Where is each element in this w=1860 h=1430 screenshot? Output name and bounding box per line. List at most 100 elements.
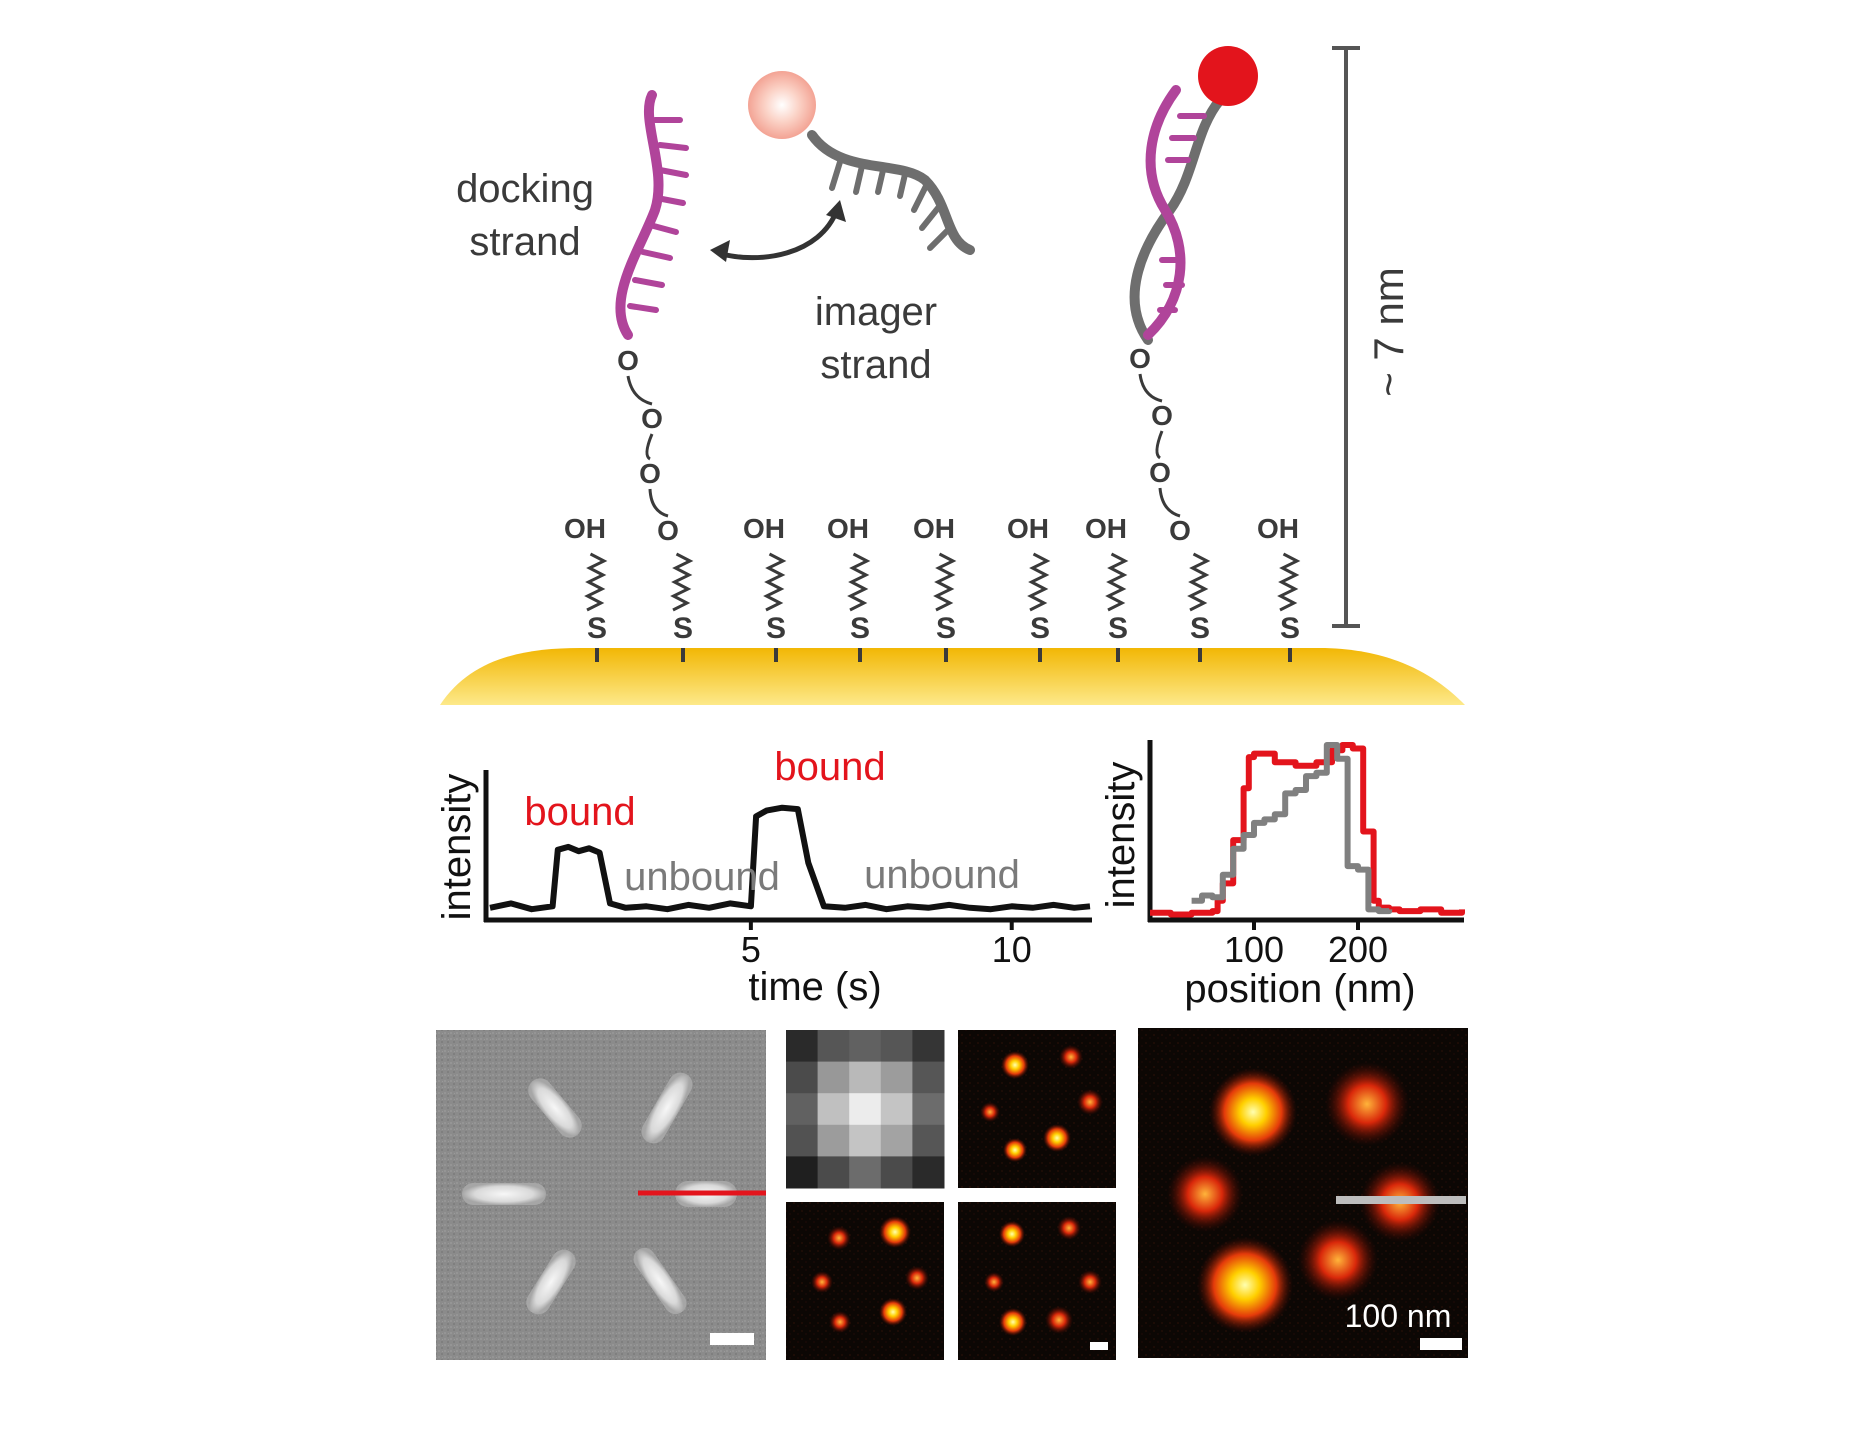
blur-pixel	[786, 1061, 819, 1094]
sulfur-label: S	[587, 612, 607, 645]
sulfur-label: S	[673, 612, 693, 645]
peg-bond	[1158, 487, 1181, 518]
peg-bond	[648, 488, 669, 518]
alkyl-chain	[847, 552, 871, 612]
blur-pixel	[912, 1030, 945, 1063]
trace-ticks: 5 10	[741, 918, 1032, 970]
hydroxyl-label: OH	[913, 513, 955, 544]
oxygen-label: O	[1149, 457, 1171, 488]
blur-pixel	[817, 1061, 850, 1094]
oxygen-label: O	[657, 515, 679, 546]
height-scale-bar	[1332, 46, 1360, 628]
height-label: ~ 7 nm	[1365, 267, 1412, 397]
hydroxyl-label: OH	[1257, 513, 1299, 544]
alkyl-chain	[670, 552, 694, 612]
profile-xlabel: position (nm)	[1184, 967, 1415, 1011]
hydroxyl-label: OH	[1085, 513, 1127, 544]
blur-pixel	[817, 1124, 850, 1157]
blur-pixel	[849, 1156, 882, 1189]
arrow-head-right-icon	[826, 200, 846, 222]
peg-bond	[645, 433, 654, 461]
blur-pixel	[849, 1124, 882, 1157]
imager-label-line2: strand	[820, 343, 931, 387]
profile-x-tick-label: 200	[1328, 929, 1388, 970]
trace-ylabel: intensity	[435, 774, 479, 921]
sulfur-label: S	[936, 612, 956, 645]
blur-pixel	[849, 1093, 882, 1126]
blur-pixel	[786, 1093, 819, 1126]
blur-pixel	[786, 1124, 819, 1157]
oxygen-label: O	[641, 403, 663, 434]
blur-pixel	[912, 1124, 945, 1157]
blur-pixel	[786, 1030, 819, 1063]
alkyl-chain	[933, 552, 957, 612]
sulfur-label: S	[1190, 612, 1210, 645]
peg-bond	[1155, 430, 1164, 460]
hydroxyl-label: OH	[564, 513, 606, 544]
paint-image-large: 100 nm	[1138, 1028, 1468, 1358]
unbound-label-2: unbound	[864, 853, 1020, 897]
blur-pixel	[880, 1093, 913, 1126]
dim-fluorophore	[748, 71, 816, 139]
profile-ylabel: intensity	[1099, 762, 1143, 909]
alkyl-chain	[1277, 552, 1301, 612]
blur-pixel	[817, 1156, 850, 1189]
oxygen-label: O	[639, 458, 661, 489]
hydroxyl-label: OH	[1007, 513, 1049, 544]
peg-bond	[626, 375, 653, 406]
profile-x-tick-label: 100	[1224, 929, 1284, 970]
blur-pixel	[849, 1030, 882, 1063]
blur-pixel	[912, 1093, 945, 1126]
alkyl-chain	[763, 552, 787, 612]
blur-pixel	[880, 1061, 913, 1094]
docking-strand	[615, 90, 689, 340]
unbound-label-1: unbound	[624, 855, 780, 899]
blur-pixel	[817, 1093, 850, 1126]
oxygen-label: O	[617, 345, 639, 376]
blur-pixel	[786, 1156, 819, 1189]
paint-image-small-2	[786, 1202, 944, 1360]
diffraction-limited-image	[786, 1030, 945, 1189]
profile-ticks: 100 200	[1224, 918, 1388, 970]
gold-surface	[440, 648, 1465, 705]
sulfur-label: S	[850, 612, 870, 645]
bound-duplex	[1129, 85, 1225, 345]
bound-label-1: bound	[524, 790, 635, 834]
blur-pixel	[817, 1030, 850, 1063]
trace-x-tick-label: 10	[992, 929, 1032, 970]
imager-label-line1: imager	[815, 290, 937, 334]
thiol-linkers: S OH S S OH S OH S OH S OH S OH S S OH	[564, 513, 1301, 662]
docking-label-line2: strand	[469, 220, 580, 264]
paint-image-small-3	[958, 1202, 1116, 1360]
bright-fluorophore	[1198, 46, 1258, 106]
imager-strand	[807, 130, 975, 255]
sulfur-label: S	[766, 612, 786, 645]
scale-bar-label: 100 nm	[1345, 1298, 1452, 1334]
sulfur-label: S	[1030, 612, 1050, 645]
blur-pixel	[912, 1061, 945, 1094]
intensity-time-chart: 5 10 intensity time (s) bound bound unbou…	[435, 745, 1092, 1009]
paint-image-small-1	[958, 1030, 1116, 1188]
blur-pixel	[880, 1156, 913, 1189]
arrow-head-left-icon	[710, 240, 730, 262]
alkyl-chain	[1105, 552, 1129, 612]
trace-x-tick-label: 5	[741, 929, 761, 970]
bound-label-2: bound	[774, 745, 885, 789]
alkyl-chain	[1027, 552, 1051, 612]
peg-bond	[1138, 373, 1163, 403]
sulfur-label: S	[1108, 612, 1128, 645]
blur-pixel	[880, 1030, 913, 1063]
sem-image	[436, 1030, 766, 1360]
oxygen-label: O	[1151, 400, 1173, 431]
hydroxyl-label: OH	[743, 513, 785, 544]
blur-pixel	[912, 1156, 945, 1189]
profile-grey-line	[1191, 742, 1393, 915]
oxygen-label: O	[1129, 343, 1151, 374]
hydroxyl-label: OH	[827, 513, 869, 544]
docking-label-line1: docking	[456, 167, 594, 211]
profile-red-line	[1150, 742, 1465, 918]
alkyl-chain	[584, 552, 608, 612]
sulfur-label: S	[1280, 612, 1300, 645]
alkyl-chain	[1187, 552, 1211, 612]
